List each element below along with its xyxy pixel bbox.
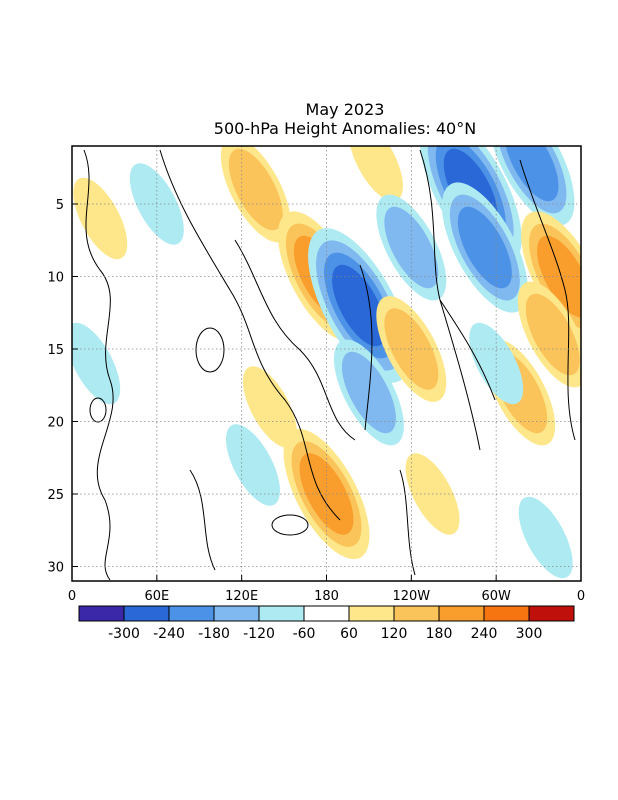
zero-contour — [159, 149, 341, 521]
zero-contour — [439, 299, 496, 401]
x-tick-label: 0 — [68, 589, 76, 604]
colorbar-swatch — [348, 605, 395, 622]
colorbar-swatch — [393, 605, 440, 622]
x-tick-label: 0 — [577, 589, 585, 604]
anomaly-band — [392, 320, 431, 378]
colorbar-swatch — [528, 605, 575, 622]
colorbar-swatch — [438, 605, 485, 622]
grid-lines — [72, 146, 581, 581]
anomaly-band — [250, 378, 289, 436]
colorbar-swatch — [168, 605, 215, 622]
colorbar-label: 60 — [340, 626, 358, 642]
colorbar-swatch — [483, 605, 530, 622]
colorbar-swatch — [213, 605, 260, 622]
anomaly-band — [465, 218, 504, 277]
anomaly-band — [74, 334, 113, 393]
colorbar-swatch — [123, 605, 170, 622]
zero-contours — [83, 149, 576, 581]
y-tick-label: 20 — [47, 416, 64, 431]
anomaly-band — [526, 508, 565, 567]
anomaly-field — [72, 146, 581, 579]
colorbar-label: -60 — [293, 626, 316, 642]
x-tick-label: 120W — [392, 589, 430, 604]
y-axis: 5 10 15 20 25 30 — [47, 198, 78, 576]
zero-contour — [83, 149, 114, 581]
x-tick-label: 60W — [481, 589, 511, 604]
zero-contour — [195, 327, 225, 373]
anomaly-band — [81, 189, 120, 248]
anomaly-band — [233, 436, 272, 494]
zero-contour — [234, 239, 356, 441]
colorbar-swatch — [303, 605, 350, 622]
colorbar-swatch — [258, 605, 305, 622]
anomaly-band — [340, 276, 379, 335]
colorbar-label: 120 — [381, 626, 408, 642]
anomaly-band — [477, 334, 516, 393]
colorbar: -300 -240 -180 -120 -60 60 120 180 240 300 — [78, 605, 575, 642]
zero-contour — [399, 469, 416, 576]
zero-contour — [89, 397, 107, 423]
x-tick-label: 60E — [144, 589, 169, 604]
colorbar-label: -120 — [243, 626, 275, 642]
chart-subtitle: 500-hPa Height Anomalies: 40°N — [214, 119, 476, 138]
colorbar-label: 300 — [516, 626, 543, 642]
colorbar-label: -180 — [198, 626, 230, 642]
y-tick-label: 25 — [47, 488, 64, 503]
colorbar-label: 180 — [426, 626, 453, 642]
colorbar-label: -300 — [108, 626, 140, 642]
colorbar-swatch — [78, 605, 125, 622]
x-tick-label: 180 — [314, 589, 339, 604]
y-tick-label: 5 — [56, 198, 64, 213]
colorbar-label: 240 — [471, 626, 498, 642]
chart-title: May 2023 — [306, 100, 385, 119]
x-tick-label: 120E — [225, 589, 258, 604]
y-tick-label: 10 — [47, 271, 64, 286]
zero-contour — [271, 514, 309, 536]
zero-contour — [359, 264, 373, 431]
zero-contour — [519, 159, 576, 441]
x-axis: 0 60E 120E 180 120W 60W 0 — [68, 575, 585, 604]
zero-contour — [189, 469, 216, 571]
colorbar-label: -240 — [153, 626, 185, 642]
y-tick-label: 30 — [47, 561, 64, 576]
anomaly-band — [533, 305, 572, 364]
y-tick-label: 15 — [47, 343, 64, 358]
